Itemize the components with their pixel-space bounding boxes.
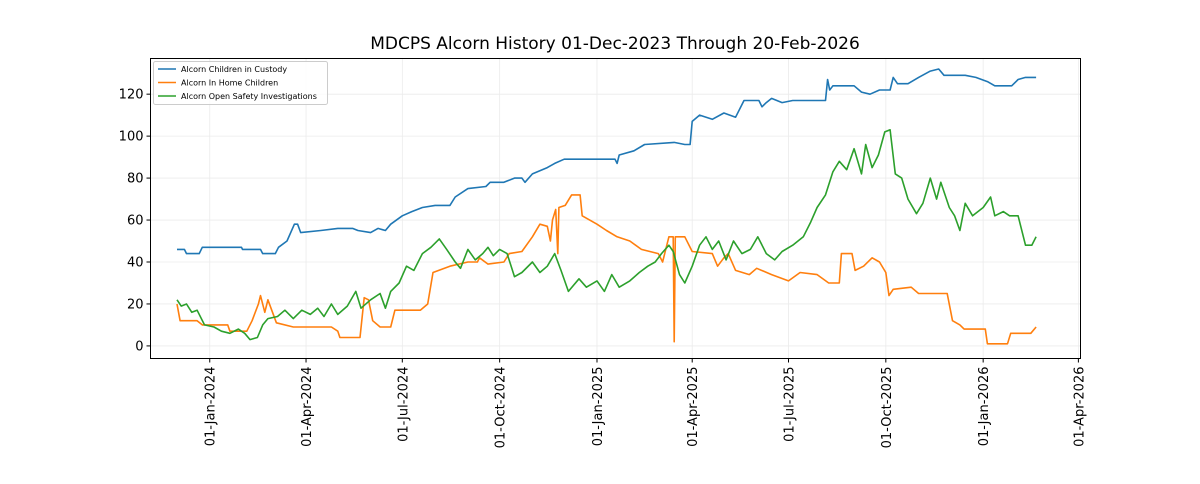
x-tick-label: 01-Oct-2025 bbox=[880, 367, 895, 449]
y-tick-label: 120 bbox=[119, 88, 144, 103]
grid bbox=[150, 58, 1081, 359]
y-tick-label: 20 bbox=[127, 297, 144, 312]
legend-box bbox=[153, 61, 328, 105]
series-line-1 bbox=[176, 194, 1037, 345]
x-tick-label: 01-Apr-2024 bbox=[300, 367, 315, 447]
series-line-0 bbox=[177, 68, 1037, 255]
x-tick-label: 01-Jul-2025 bbox=[782, 367, 797, 442]
x-tick-label: 01-Apr-2026 bbox=[1072, 367, 1087, 447]
x-tick-label: 01-Jan-2026 bbox=[977, 367, 992, 447]
series-line-2 bbox=[176, 129, 1037, 341]
y-tick-label: 100 bbox=[119, 130, 144, 145]
y-tick-label: 0 bbox=[135, 339, 143, 354]
x-tick-label: 01-Jan-2025 bbox=[591, 367, 606, 447]
series-lines bbox=[176, 68, 1037, 345]
legend-label-1: Alcorn In Home Children bbox=[181, 79, 278, 88]
y-axis: 0 20 40 60 80 100 120 bbox=[119, 88, 151, 354]
y-tick-label: 40 bbox=[127, 255, 144, 270]
x-tick-label: 01-Jan-2024 bbox=[204, 367, 219, 447]
x-tick-label: 01-Apr-2025 bbox=[686, 367, 701, 447]
legend-label-0: Alcorn Children in Custody bbox=[181, 65, 287, 74]
x-axis: 01-Jan-2024 01-Apr-2024 01-Jul-2024 01-Oct-… bbox=[204, 358, 1087, 449]
y-tick-label: 80 bbox=[127, 172, 144, 187]
chart-title: MDCPS Alcorn History 01-Dec-2023 Through… bbox=[370, 34, 860, 54]
legend: Alcorn Children in Custody Alcorn In Home… bbox=[153, 61, 328, 105]
x-tick-label: 01-Jul-2024 bbox=[396, 367, 411, 442]
plot-frame bbox=[150, 58, 1081, 359]
legend-label-2: Alcorn Open Safety Investigations bbox=[181, 92, 317, 101]
y-tick-label: 60 bbox=[127, 214, 144, 229]
x-tick-label: 01-Oct-2024 bbox=[494, 366, 509, 448]
